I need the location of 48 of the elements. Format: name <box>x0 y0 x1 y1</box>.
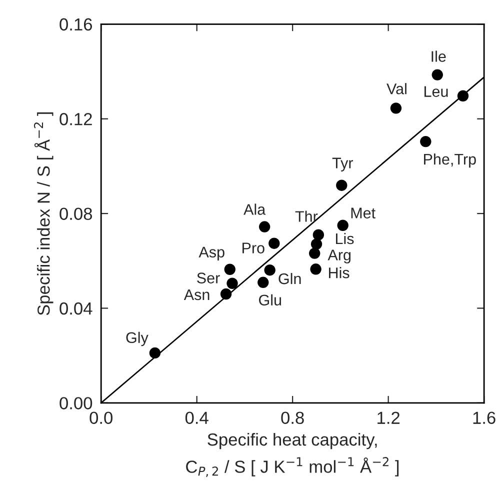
x-tick-label: 0.8 <box>281 412 304 424</box>
annotation: Pro <box>242 242 264 254</box>
annotation: Ser <box>197 272 220 284</box>
point <box>457 90 469 102</box>
annotation: Gln <box>278 272 301 284</box>
point <box>337 220 348 231</box>
point <box>264 264 276 276</box>
annotation: Arg <box>328 250 350 264</box>
point <box>258 276 269 288</box>
annotation: Tyr <box>332 158 353 172</box>
point <box>268 238 280 249</box>
point <box>310 238 322 250</box>
annotation: Val <box>386 83 406 94</box>
point <box>258 221 270 232</box>
y-tick-label: 0.00 <box>60 397 92 410</box>
annotation: Gly <box>126 332 148 346</box>
point <box>149 347 161 359</box>
annotation: Glu <box>259 294 282 306</box>
point <box>310 264 322 275</box>
point <box>390 102 402 114</box>
point <box>336 180 348 191</box>
x-tick-label: 1.6 <box>473 412 496 424</box>
annotation: Ile <box>432 50 446 62</box>
point <box>432 69 443 80</box>
annotation: Lis <box>336 232 354 244</box>
x-tick-label: 1.2 <box>378 412 400 424</box>
point <box>312 229 324 240</box>
annotation: Phe,Trp <box>424 153 476 168</box>
y-tick-label: 0.12 <box>60 113 92 126</box>
point <box>420 136 432 148</box>
annotation: Ala <box>244 204 266 215</box>
y-axis-title: Specific index N / S [ Å$^{−2}$ ] <box>34 112 54 316</box>
y-tick-label: 0.16 <box>60 18 92 31</box>
annotation: Asn <box>184 289 210 300</box>
x-tick-label: 0.4 <box>185 412 208 424</box>
point <box>220 288 232 300</box>
point <box>224 264 236 275</box>
text: Specific heat capacity, C$_{P,2}$ / S [ J K$^{−1}$ mol$^{−1}$ Å$^{−2}$ ] <box>186 432 399 477</box>
annotation: Asp <box>198 246 224 261</box>
point <box>308 248 320 259</box>
x-tick-label: 0.0 <box>90 412 112 424</box>
annotation: Thr <box>295 210 318 222</box>
annotation: Leu <box>424 86 448 97</box>
y-tick-label: 0.04 <box>60 302 92 315</box>
point <box>226 278 238 289</box>
annotation: Met <box>351 208 376 218</box>
y-tick-label: 0.08 <box>60 208 92 220</box>
annotation: His <box>329 267 350 278</box>
